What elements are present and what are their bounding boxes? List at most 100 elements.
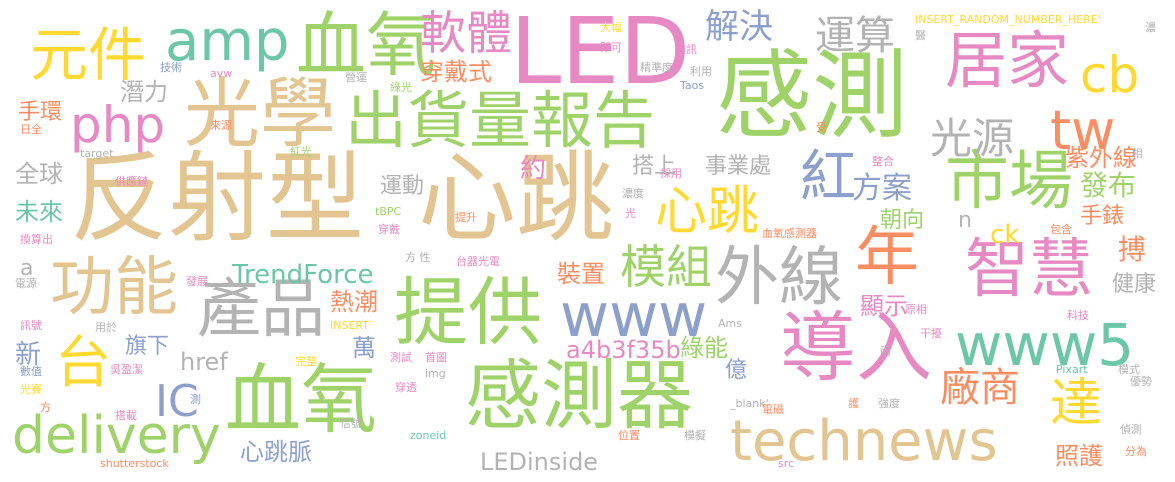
word-qixia: 旗下 xyxy=(125,334,170,359)
word-yi-small: 醫 xyxy=(915,29,926,42)
word-ams: Ams xyxy=(718,317,742,330)
word-rechao: 熱潮 xyxy=(330,288,378,316)
word-trendforce: TrendForce xyxy=(232,260,374,290)
word-huansuanchu: 換算出 xyxy=(20,233,53,246)
word-img: img xyxy=(425,367,446,380)
word-cb: cb xyxy=(1080,46,1140,104)
word-wan: 萬 xyxy=(352,334,376,362)
word-guangsai: 光賽 xyxy=(20,383,42,396)
word-technews: technews xyxy=(730,409,998,474)
word-riquan: 日全 xyxy=(20,123,42,136)
word-da: 達 xyxy=(1050,374,1103,434)
word-xunhao: 訊號 xyxy=(20,319,42,332)
word-dashang: 搭上 xyxy=(632,154,677,179)
word-taos: Taos xyxy=(680,79,705,92)
word-zoneid: zoneid xyxy=(410,429,447,442)
word-baohan: 包含 xyxy=(1050,223,1072,236)
word-laiyuan: 來源 xyxy=(210,119,232,132)
word-wanzheng: 完整 xyxy=(295,355,317,368)
word-nongdu: 濃度 xyxy=(622,187,644,200)
word-fang-small: 方 xyxy=(40,401,51,414)
word-dianci: 電磁 xyxy=(762,403,784,416)
word-src: src xyxy=(778,457,795,470)
word-delivery: delivery xyxy=(12,406,221,466)
word-qiangdu: 強度 xyxy=(878,397,900,410)
word-insert-random: INSERT_RANDOM_NUMBER_HERE' xyxy=(915,13,1101,26)
word-wuyingjie: 吳盈潔 xyxy=(110,363,143,376)
word-jujia: 居家 xyxy=(945,24,1070,97)
word-changshang: 廠商 xyxy=(940,365,1020,411)
word-tbpc: tBPC xyxy=(375,205,402,218)
word-ganche: 感測 xyxy=(716,40,908,152)
word-n: n xyxy=(958,208,972,233)
word-moni: 模擬 xyxy=(684,429,706,442)
word-dianyuan: 電源 xyxy=(15,277,37,290)
word-target: target xyxy=(80,147,114,160)
word-pixart: Pixart xyxy=(1056,363,1088,376)
word-a4b3f35b: a4b3f35b xyxy=(566,336,681,364)
word-guangyuan: 光源 xyxy=(930,114,1015,163)
word-xintiao-mid: 心跳 xyxy=(655,182,760,242)
word-bo: 搏 xyxy=(1118,233,1147,266)
word-jiejue: 解決 xyxy=(705,7,773,47)
word-liang: 兩 xyxy=(880,345,891,358)
word-xintiaomai: 心跳脈 xyxy=(240,438,312,466)
word-ceshi: 測試 xyxy=(390,351,412,364)
word-yongyu: 用於 xyxy=(95,321,117,334)
word-zhuangzhi: 裝置 xyxy=(557,260,605,288)
word-dafu: 大幅 xyxy=(600,21,622,34)
word-shiyechu: 事業處 xyxy=(705,154,772,179)
word-taiqiguangdian: 台器光電 xyxy=(456,255,500,268)
word-led: LED xyxy=(510,0,691,105)
word-zaxun: 雜訊 xyxy=(675,43,697,56)
word-yuanxiang: 原相 xyxy=(905,303,927,316)
word-href: href xyxy=(180,348,228,376)
word-fenwei: 分為 xyxy=(1125,445,1147,458)
word-chanpin: 產品 xyxy=(197,273,325,347)
word-waixian-large: 外線 xyxy=(715,241,843,315)
word-ledinside: LEDinside xyxy=(480,448,599,476)
word-xin: 新 xyxy=(15,340,42,370)
word-fansheixing: 反射型 xyxy=(70,142,365,256)
word-luguang: 綠光 xyxy=(390,81,412,94)
word-nian: 年 xyxy=(855,221,919,295)
word-shoutu: 首圖 xyxy=(425,351,447,364)
word-guang-small: 光 xyxy=(625,207,636,220)
word-ruanti: 軟體 xyxy=(420,6,512,60)
word-insert: INSERT xyxy=(330,319,369,332)
word-xianshi: 顯示 xyxy=(860,292,908,320)
word-fazhan: 發展 xyxy=(186,275,208,288)
word-blank: _blank' xyxy=(730,397,769,410)
word-www5: www5 xyxy=(955,311,1135,379)
word-hongguang: 紅光 xyxy=(290,145,312,158)
word-daoru: 導入 xyxy=(780,303,932,392)
word-jiankang: 健康 xyxy=(1112,272,1157,297)
word-zhence: 偵測 xyxy=(1120,423,1142,436)
word-php: php xyxy=(70,96,166,154)
word-zhenghe: 整合 xyxy=(872,155,894,168)
word-hong: 紅 xyxy=(800,145,856,210)
word-www: www xyxy=(560,281,708,351)
word-quanqiu: 全球 xyxy=(15,160,63,188)
word-shuzhi: 數值 xyxy=(20,365,42,378)
word-tw: tw xyxy=(1050,99,1116,162)
word-yundong: 運動 xyxy=(380,174,425,199)
word-dazai: 搭載 xyxy=(115,409,137,422)
word-fangxing: 方 性 xyxy=(405,251,431,264)
word-hu: 護 xyxy=(848,397,859,410)
word-zhaohu: 照護 xyxy=(1055,442,1103,470)
word-mozu: 模組 xyxy=(620,240,712,294)
word-gongneng: 功能 xyxy=(50,251,178,325)
word-fabu: 發布 xyxy=(1080,169,1137,202)
word-chuhuoliang: 出貨量報告 xyxy=(345,84,656,157)
word-xueyang-top: 血氧 xyxy=(296,4,436,86)
word-ganrao: 干擾 xyxy=(920,327,942,340)
word-chuandaishi: 穿戴式 xyxy=(420,58,492,86)
word-shoubiao: 手錶 xyxy=(1080,204,1125,229)
word-tai: 台 xyxy=(55,331,111,396)
word-xinhao: 信號 xyxy=(340,417,362,430)
word-liyong: 利用 xyxy=(690,65,712,78)
word-xueyang-bottom: 血氧 xyxy=(225,355,377,444)
word-avw: avw xyxy=(210,67,233,80)
